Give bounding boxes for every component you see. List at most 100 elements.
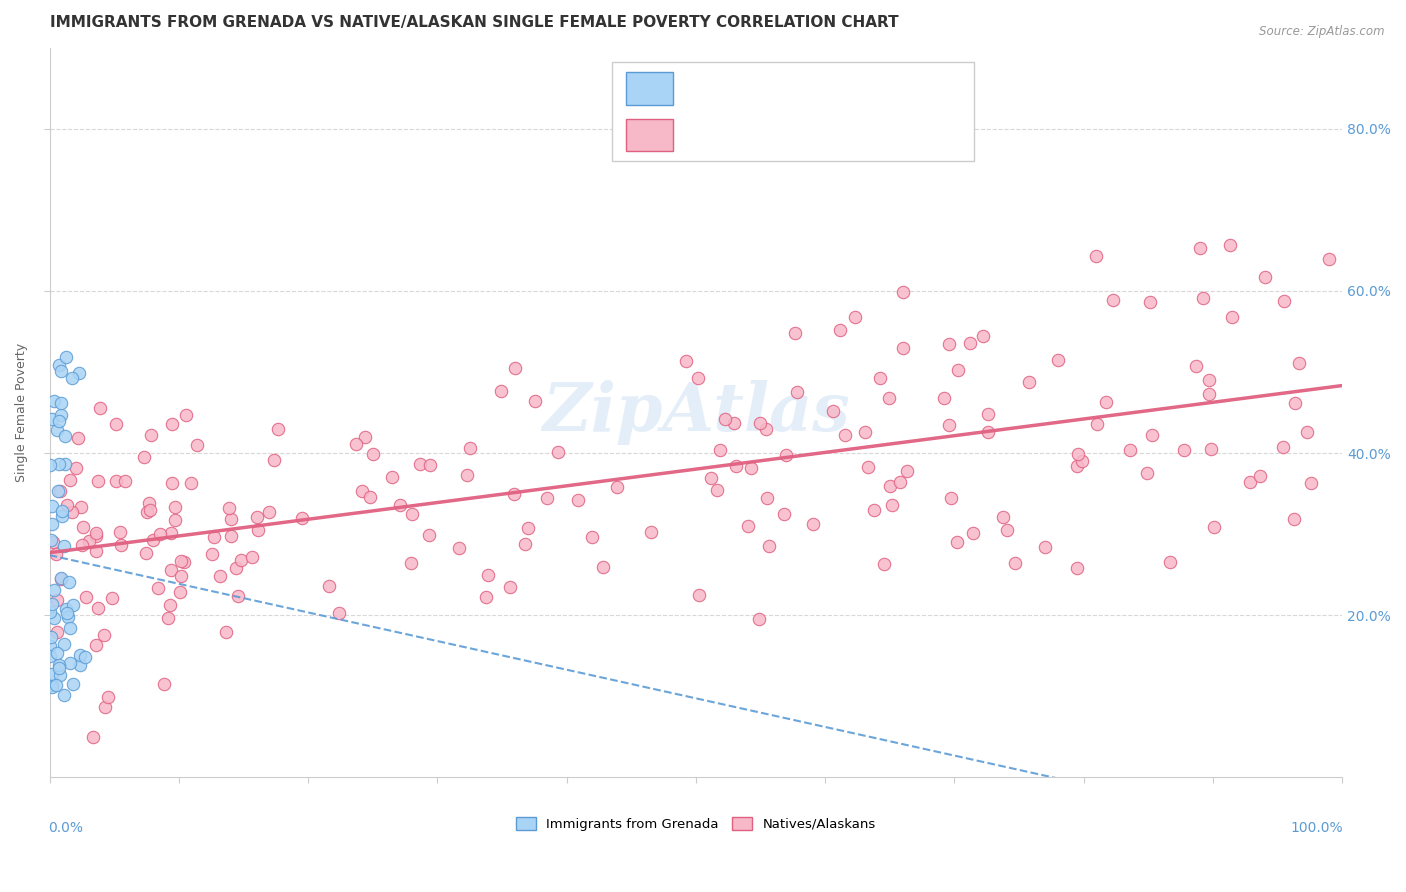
Point bbox=[46, 624, 69, 639]
Point bbox=[214, 624, 236, 639]
Point bbox=[401, 507, 423, 521]
Point bbox=[896, 464, 918, 478]
Point bbox=[1067, 446, 1090, 460]
Point bbox=[640, 524, 662, 539]
Point bbox=[53, 457, 76, 471]
Point bbox=[786, 385, 808, 400]
Point bbox=[606, 480, 628, 494]
Point bbox=[830, 323, 852, 337]
Point bbox=[162, 417, 184, 431]
Point bbox=[93, 628, 115, 642]
Point bbox=[401, 557, 423, 571]
Point bbox=[489, 384, 512, 399]
Point bbox=[449, 541, 471, 556]
Point bbox=[165, 513, 187, 527]
Point bbox=[159, 599, 181, 613]
Point bbox=[170, 554, 193, 568]
Text: IMMIGRANTS FROM GRENADA VS NATIVE/ALASKAN SINGLE FEMALE POVERTY CORRELATION CHAR: IMMIGRANTS FROM GRENADA VS NATIVE/ALASKA… bbox=[49, 15, 898, 30]
Point bbox=[73, 649, 96, 664]
Point bbox=[136, 505, 159, 519]
Point bbox=[879, 479, 901, 493]
Point bbox=[52, 540, 75, 554]
Point bbox=[567, 492, 589, 507]
Point bbox=[1046, 353, 1069, 368]
Point bbox=[1199, 442, 1222, 457]
Point bbox=[67, 366, 90, 380]
Point bbox=[834, 428, 856, 442]
Point bbox=[1284, 396, 1306, 410]
Point bbox=[51, 396, 73, 410]
Point bbox=[547, 445, 569, 459]
Point bbox=[977, 407, 1000, 421]
Point bbox=[142, 533, 165, 548]
Point bbox=[993, 510, 1015, 524]
Point bbox=[48, 358, 70, 372]
Point bbox=[513, 537, 536, 551]
Point bbox=[938, 337, 960, 351]
Point bbox=[180, 476, 202, 491]
Point bbox=[1085, 417, 1108, 432]
Point bbox=[709, 443, 731, 458]
Point bbox=[723, 416, 745, 430]
Point bbox=[1198, 373, 1220, 387]
Point bbox=[41, 516, 63, 531]
Point bbox=[844, 310, 866, 325]
Point bbox=[1296, 425, 1319, 439]
Point bbox=[49, 570, 72, 584]
Point bbox=[100, 591, 122, 605]
Point bbox=[1191, 291, 1213, 305]
Point bbox=[45, 593, 67, 607]
Point bbox=[1084, 249, 1107, 263]
Point bbox=[200, 548, 222, 562]
Point bbox=[48, 457, 70, 471]
Y-axis label: Single Female Poverty: Single Female Poverty bbox=[15, 343, 28, 482]
Point bbox=[148, 582, 170, 596]
Point bbox=[39, 606, 62, 620]
Point bbox=[169, 584, 191, 599]
Point bbox=[226, 589, 249, 603]
Point bbox=[52, 637, 75, 651]
Point bbox=[748, 416, 770, 430]
Point bbox=[1095, 395, 1118, 409]
Point bbox=[862, 503, 884, 517]
Point bbox=[104, 474, 127, 488]
Point bbox=[156, 611, 179, 625]
Point bbox=[135, 546, 157, 560]
Point bbox=[1288, 356, 1310, 370]
Point bbox=[503, 361, 526, 376]
Point bbox=[1136, 467, 1159, 481]
Point bbox=[186, 438, 208, 452]
Point bbox=[1159, 556, 1181, 570]
Point bbox=[59, 657, 82, 671]
Point bbox=[891, 341, 914, 355]
Point bbox=[713, 411, 735, 425]
Point bbox=[263, 453, 285, 467]
Point bbox=[889, 475, 911, 489]
Point bbox=[959, 335, 981, 350]
Point bbox=[354, 430, 377, 444]
Point bbox=[42, 534, 65, 549]
Point bbox=[737, 518, 759, 533]
Point bbox=[51, 504, 73, 518]
Point bbox=[72, 537, 94, 551]
Point bbox=[41, 667, 63, 681]
Point bbox=[458, 442, 481, 456]
Point bbox=[1066, 458, 1088, 473]
Point bbox=[39, 640, 62, 654]
Point bbox=[108, 525, 131, 540]
Legend: Immigrants from Grenada, Natives/Alaskans: Immigrants from Grenada, Natives/Alaskan… bbox=[510, 812, 882, 836]
Point bbox=[1202, 519, 1225, 533]
Point bbox=[882, 499, 904, 513]
Point bbox=[219, 512, 242, 526]
Point bbox=[59, 621, 82, 635]
Point bbox=[41, 499, 63, 513]
Point bbox=[56, 498, 79, 512]
Point bbox=[419, 458, 441, 473]
Point bbox=[1070, 454, 1092, 468]
Point bbox=[62, 599, 84, 613]
Point bbox=[69, 658, 91, 673]
Point bbox=[87, 601, 110, 615]
Point bbox=[48, 484, 70, 499]
Point bbox=[517, 521, 540, 535]
Point bbox=[46, 484, 69, 499]
